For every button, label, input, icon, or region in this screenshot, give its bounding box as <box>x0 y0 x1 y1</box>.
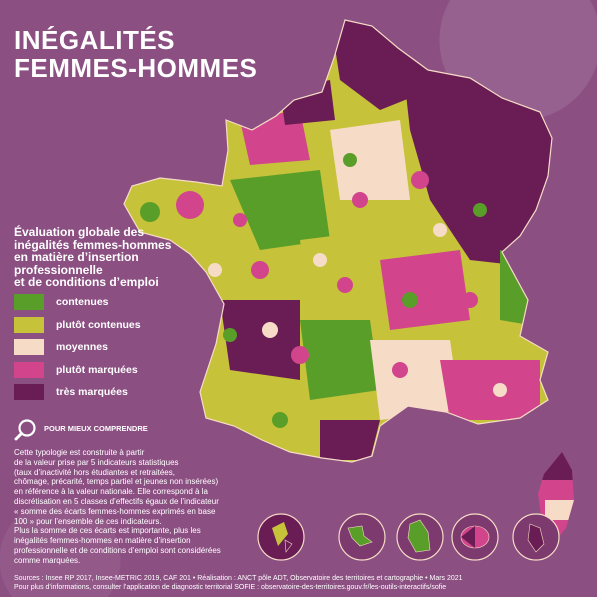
footer-sources: Sources : Insee RP 2017, Insee-METRIC 20… <box>14 575 463 582</box>
legend-label: très marquées <box>56 386 128 398</box>
legend-title-line: et de conditions d’emploi <box>14 275 159 289</box>
inset-guadeloupe <box>257 513 305 561</box>
inset-martinique <box>338 513 386 561</box>
title-line-1: INÉGALITÉS <box>14 25 176 55</box>
explanation-line: comme marquées. <box>14 555 81 565</box>
title-line-2: FEMMES-HOMMES <box>14 53 258 83</box>
legend-swatch <box>14 316 44 333</box>
magnifier-icon <box>14 419 36 441</box>
footer: Sources : Insee RP 2017, Insee-METRIC 20… <box>14 574 463 592</box>
legend-title-line: inégalités femmes-hommes <box>14 237 172 252</box>
page-title: INÉGALITÉS FEMMES-HOMMES <box>14 26 257 82</box>
explanation-line: « somme des écarts femmes-hommes exprimé… <box>14 506 216 516</box>
explanation-text: Cette typologie est construite à partir … <box>14 448 284 566</box>
legend-swatch <box>14 384 44 400</box>
explanation-line: discrétisation en 5 classes d’effectifs … <box>14 496 219 506</box>
explanation-line: de la valeur prise par 5 indicateurs sta… <box>14 457 179 467</box>
explanation-line: Plus la somme de ces écarts est importan… <box>14 526 201 536</box>
legend-title-line: en matière d’insertion <box>14 250 139 264</box>
explanation-line: 100 » pour l’ensemble de ces indicateurs… <box>14 516 162 526</box>
explanation-line: (taux d’inactivité hors étudiantes et re… <box>14 467 175 477</box>
legend-label: moyennes <box>56 341 108 353</box>
legend-title-line: professionnelle <box>14 262 103 277</box>
metropole-choropleth <box>124 20 552 462</box>
inset-guyane <box>396 513 444 561</box>
footer-more-info: Pour plus d’informations, consulter l’ap… <box>14 584 447 591</box>
legend-title-line: Évaluation globale des <box>14 225 145 239</box>
legend-swatch <box>14 339 44 355</box>
legend-swatch <box>14 361 44 378</box>
legend-label: plutôt marquées <box>56 363 138 376</box>
explanation-line: chômage, précarité, temps partiel et jeu… <box>14 477 219 487</box>
legend-swatch <box>14 294 44 310</box>
explanation-line: professionnelle et de conditions d’emplo… <box>14 545 221 555</box>
explanation-line: en référence à la valeur nationale. Elle… <box>14 487 208 497</box>
inset-reunion <box>451 513 499 561</box>
inset-mayotte <box>512 513 560 561</box>
legend-title: Évaluation globale des inégalités femmes… <box>14 226 254 289</box>
explanation-line: inégalités femmes-hommes en matière d’in… <box>14 536 191 546</box>
understand-label: POUR MIEUX COMPRENDRE <box>44 424 148 433</box>
explanation-line: Cette typologie est construite à partir <box>14 448 145 457</box>
legend-label: plutôt contenues <box>56 318 141 331</box>
legend-label: contenues <box>56 296 109 308</box>
